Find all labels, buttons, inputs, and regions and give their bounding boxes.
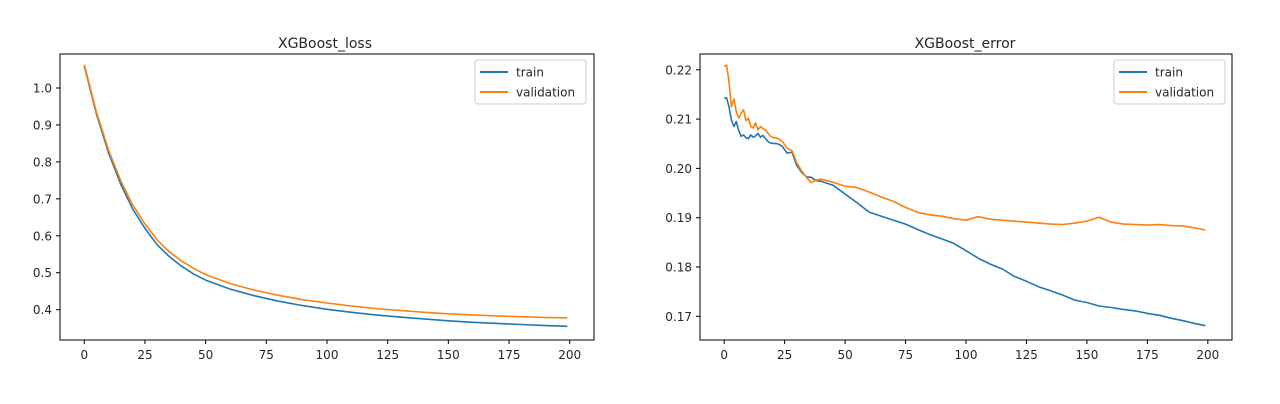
y-tick-label: 0.21 [665,113,692,127]
x-tick-label: 100 [955,348,978,362]
chart-title: XGBoost_error [915,36,1016,52]
series-line-validation [723,64,1206,231]
series-line-train [724,97,1206,327]
y-tick-label: 0.8 [33,155,52,169]
legend-train-label: train [516,66,544,80]
legend: train validation [1113,59,1226,105]
x-tick-label: 50 [837,348,852,362]
y-tick-label: 0.7 [33,192,52,206]
x-tick-label: 150 [437,348,460,362]
x-tick-label: 125 [1015,348,1038,362]
x-tick-label: 175 [498,348,521,362]
chart-title: XGBoost_loss [278,36,372,52]
x-tick-label: 150 [1075,348,1098,362]
y-tick-label: 0.20 [665,162,692,176]
x-tick-label: 0 [720,348,728,362]
y-tick-label: 0.22 [665,63,692,77]
x-tick-label: 100 [316,348,339,362]
legend-validation-label: validation [516,86,575,100]
legend: train validation [474,59,587,105]
series-line-train [83,65,568,328]
y-tick-label: 0.17 [665,310,692,324]
y-tick-label: 0.4 [33,303,52,317]
series-line-validation [83,64,568,319]
x-tick-label: 75 [259,348,274,362]
subplot-error: XGBoost_error 0 25 50 75 100 125 150 175 200 0.17… [665,36,1233,362]
y-tick-label: 0.5 [33,266,52,280]
legend-train-label: train [1155,66,1183,80]
subplot-loss: XGBoost_loss 0 25 50 75 100 125 150 175 200 0.4 0.… [33,36,595,362]
y-tick-label: 0.19 [665,211,692,225]
x-tick-label: 25 [777,348,792,362]
y-tick-label: 1.0 [33,81,52,95]
x-tick-label: 125 [376,348,399,362]
x-tick-label: 200 [1196,348,1219,362]
x-tick-label: 0 [80,348,88,362]
y-tick-label: 0.6 [33,229,52,243]
plot-frame [59,53,595,341]
x-tick-label: 25 [137,348,152,362]
y-tick-label: 0.18 [665,261,692,275]
x-tick-label: 75 [898,348,913,362]
x-tick-label: 175 [1136,348,1159,362]
x-tick-label: 200 [558,348,581,362]
y-tick-label: 0.9 [33,118,52,132]
x-tick-label: 50 [198,348,213,362]
legend-validation-label: validation [1155,86,1214,100]
plot-frame [699,53,1233,341]
